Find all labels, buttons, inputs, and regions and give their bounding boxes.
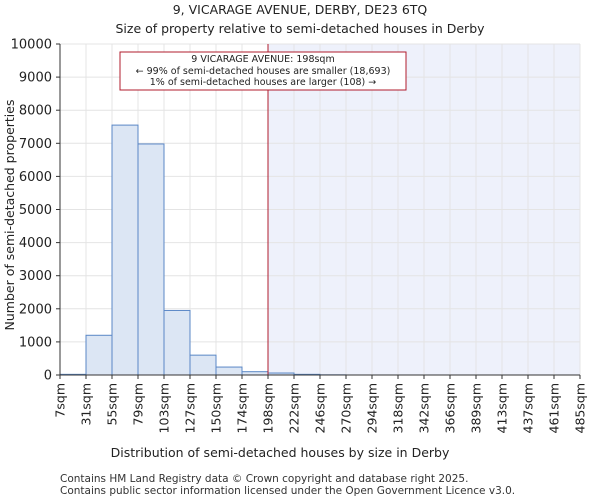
bar-127sqm [189,354,217,376]
footer-line-1: Contains HM Land Registry data © Crown c… [60,473,469,485]
x-tick-label: 318sqm [391,383,406,433]
chart-title: 9, VICARAGE AVENUE, DERBY, DE23 6TQ [172,2,428,17]
y-tick-label: 6000 [19,170,52,185]
y-tick-label: 4000 [19,236,52,251]
bar-79sqm [137,143,165,376]
bar-55sqm [111,124,139,376]
y-tick-label: 3000 [19,269,52,284]
annotation-line-2: ← 99% of semi-detached houses are smalle… [136,66,391,77]
x-tick-label: 127sqm [183,383,198,433]
y-axis-label: Number of semi-detached properties [2,100,17,331]
y-tick-label: 7000 [19,137,52,152]
y-tick-label: 2000 [19,302,52,317]
x-tick-label: 485sqm [573,383,588,433]
bar-150sqm [215,366,243,376]
y-tick-label: 9000 [19,71,52,86]
y-tick-label: 8000 [19,104,52,119]
x-tick-label: 294sqm [365,383,380,433]
annotation-box: 9 VICARAGE AVENUE: 198sqm ← 99% of semi-… [119,51,407,91]
x-tick-label: 342sqm [417,383,432,433]
x-tick-label: 437sqm [521,383,536,433]
x-tick-label: 174sqm [235,383,250,433]
annotation-frame [119,51,407,91]
x-axis-label: Distribution of semi-detached houses by … [111,445,450,460]
x-tick-label: 461sqm [547,383,562,433]
x-tick-label: 150sqm [209,383,224,433]
x-tick-label: 103sqm [157,383,172,433]
x-tick-label: 366sqm [443,383,458,433]
y-tick-label: 0 [44,369,52,384]
annotation-line-3: 1% of semi-detached houses are larger (1… [150,77,377,88]
x-tick-label: 270sqm [339,383,354,433]
footer-line-2: Contains public sector information licen… [60,485,516,497]
x-tick-label: 198sqm [261,383,276,433]
x-tick-label: 7sqm [53,383,68,418]
y-tick-label: 10000 [11,38,52,53]
x-tick-label: 31sqm [79,383,94,426]
y-tick-label: 1000 [19,335,52,350]
bar-31sqm [85,334,113,376]
x-tick-label: 79sqm [131,383,146,426]
x-tick-label: 246sqm [313,383,328,433]
y-tick-label: 5000 [19,203,52,218]
x-tick-label: 222sqm [287,383,302,433]
annotation-line-1: 9 VICARAGE AVENUE: 198sqm [191,54,334,65]
bar-103sqm [163,309,191,376]
x-tick-label: 55sqm [105,383,120,426]
chart-subtitle: Size of property relative to semi-detach… [115,21,485,36]
x-tick-label: 413sqm [495,383,510,433]
x-tick-label: 389sqm [469,383,484,433]
